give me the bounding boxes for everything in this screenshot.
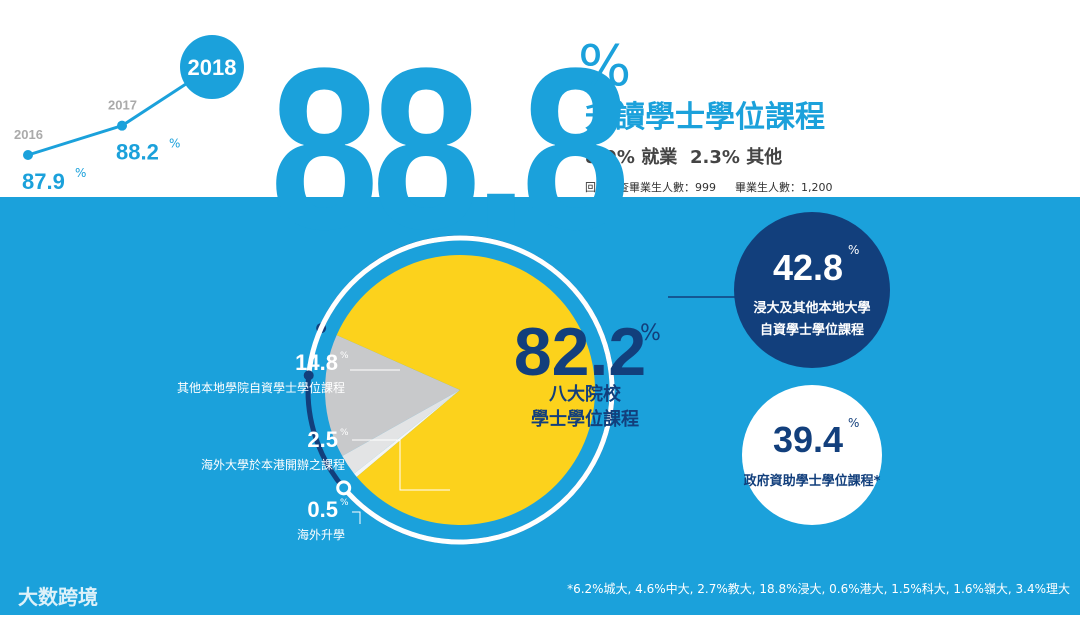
slice-value: 14.8 — [295, 350, 338, 375]
main-value: 82.2 — [514, 314, 646, 390]
graduates: 畢業生人數：1,200 — [735, 180, 833, 194]
year-label: 2016 — [14, 127, 43, 142]
breakdown-label: 自資學士學位課程 — [760, 322, 864, 338]
year-label: 2017 — [108, 98, 137, 113]
main-label: 八大院校 — [549, 383, 622, 405]
trend-point — [23, 150, 33, 160]
leader-line — [352, 439, 450, 491]
main-label: 學士學位課程 — [531, 408, 639, 430]
slice-label: 海外大學於本港開辦之課程 — [201, 457, 345, 472]
slice-unit: % — [340, 351, 349, 361]
pie-slice — [325, 335, 460, 457]
arc-dot — [336, 480, 352, 496]
year-badge — [180, 35, 244, 99]
footnote: *6.2%城大, 4.6%中大, 2.7%教大, 18.8%浸大, 0.6%港大… — [567, 581, 1070, 596]
slice-label: 其他本地學院自資學士學位課程 — [177, 380, 345, 395]
value-unit: % — [169, 137, 180, 151]
slice-unit: % — [340, 428, 349, 438]
respondents: 回覆調查畢業生人數：999 — [585, 180, 716, 194]
slice-value: 2.5 — [307, 427, 338, 452]
trend-point — [117, 120, 127, 131]
breakdown-unit: % — [848, 243, 859, 257]
breakdown-value: 39.4 — [773, 419, 843, 460]
pie-slice — [342, 390, 460, 474]
value-unit: % — [75, 166, 86, 180]
main-unit: % — [640, 321, 661, 346]
leader-line — [352, 511, 361, 524]
arc-dot — [303, 370, 314, 381]
year-label: 2018 — [188, 55, 237, 80]
slice-label: 海外升學 — [297, 527, 345, 542]
breakdown-label: 浸大及其他本地大學 — [753, 300, 870, 316]
breakdown-circle — [734, 212, 890, 368]
pie-slice — [354, 390, 460, 477]
watermark: 大数跨境 — [18, 585, 98, 609]
employed: 8.9% 就業 — [585, 146, 678, 168]
other: 2.3% 其他 — [690, 146, 782, 168]
slice-unit: % — [340, 498, 349, 508]
breakdown-label: 政府資助學士學位課程* — [744, 473, 881, 489]
breakdown-circle — [742, 385, 882, 525]
value-label: 87.9 — [22, 169, 65, 194]
slice-value: 0.5 — [307, 497, 338, 522]
top-band — [0, 0, 1080, 197]
breakdown-unit: % — [848, 416, 859, 430]
value-label: 88.2 — [116, 140, 159, 165]
pie-slice — [336, 254, 595, 525]
breakdown-arc — [306, 235, 615, 545]
headline-unit: % — [578, 34, 631, 99]
headline-value: 88.8 — [270, 21, 625, 277]
subtitle: 升讀學士學位課程 — [585, 100, 825, 135]
breakdown-value: 42.8 — [773, 247, 843, 288]
